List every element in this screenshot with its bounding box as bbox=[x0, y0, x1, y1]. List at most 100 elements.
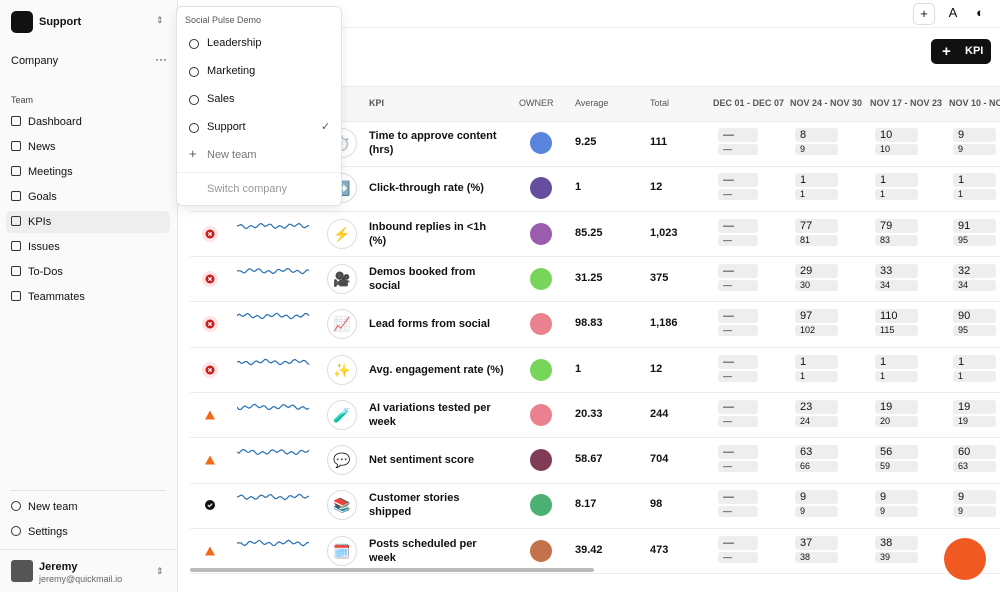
week-value[interactable]: 23 bbox=[795, 399, 838, 414]
nav-item[interactable]: Dashboard bbox=[6, 111, 170, 133]
team-item[interactable]: Leadership bbox=[207, 37, 262, 49]
kpi-name[interactable]: Posts scheduled per week bbox=[369, 537, 477, 564]
new-team[interactable]: New team bbox=[207, 149, 257, 161]
week-value[interactable]: — bbox=[718, 535, 758, 550]
status-icon bbox=[202, 543, 218, 559]
week-value[interactable]: 1 bbox=[953, 354, 996, 369]
week-value[interactable]: — bbox=[718, 128, 758, 142]
week-value[interactable]: 1 bbox=[795, 173, 838, 188]
week-value[interactable]: 33 bbox=[875, 263, 918, 278]
kpi-name[interactable]: Lead forms from social bbox=[369, 318, 491, 331]
week-value[interactable]: 9 bbox=[795, 490, 838, 505]
week-value[interactable]: — bbox=[718, 309, 758, 324]
column-header[interactable]: NOV 24 - NOV 30 bbox=[790, 98, 863, 108]
week-value[interactable]: 77 bbox=[795, 218, 838, 233]
owner-avatar[interactable] bbox=[530, 494, 552, 517]
kpi-name[interactable]: Demos booked from social bbox=[369, 265, 476, 292]
team-item[interactable]: Support bbox=[207, 121, 246, 133]
week-value[interactable]: 37 bbox=[795, 535, 838, 550]
week-value[interactable]: 91 bbox=[953, 218, 996, 233]
week-value[interactable]: 60 bbox=[953, 445, 996, 460]
week-value[interactable]: 90 bbox=[953, 309, 996, 324]
owner-avatar[interactable] bbox=[530, 132, 552, 154]
owner-avatar[interactable] bbox=[530, 358, 552, 381]
kpi-name[interactable]: Click-through rate (%) bbox=[369, 182, 484, 195]
week-value[interactable]: 1 bbox=[953, 173, 996, 188]
week-value[interactable]: 56 bbox=[875, 445, 918, 460]
kpi-name[interactable]: Inbound replies in <1h (%) bbox=[369, 220, 487, 247]
workspace-name[interactable]: Support bbox=[39, 16, 82, 28]
nav-item[interactable]: Meetings bbox=[6, 161, 170, 183]
week-target: 9 bbox=[953, 144, 996, 155]
column-header[interactable]: NOV 10 - NOV 16 bbox=[949, 98, 1000, 108]
scrollbar[interactable] bbox=[190, 568, 594, 572]
week-value[interactable]: — bbox=[718, 399, 758, 414]
owner-avatar[interactable] bbox=[530, 267, 552, 290]
nav-item[interactable]: News bbox=[6, 136, 170, 158]
column-header[interactable]: NOV 17 - NOV 23 bbox=[870, 98, 943, 108]
week-value[interactable]: 1 bbox=[875, 354, 918, 369]
nav-item[interactable]: To-Dos bbox=[6, 261, 170, 283]
week-value[interactable]: — bbox=[718, 490, 758, 505]
week-value[interactable]: 8 bbox=[795, 128, 838, 142]
week-value[interactable]: 9 bbox=[875, 490, 918, 505]
column-header[interactable]: Total bbox=[650, 98, 670, 108]
week-value[interactable]: 1 bbox=[875, 173, 918, 188]
column-header[interactable]: DEC 01 - DEC 07 bbox=[713, 98, 785, 108]
owner-avatar[interactable] bbox=[530, 313, 552, 336]
footer-item[interactable]: Settings bbox=[6, 521, 170, 543]
owner-avatar[interactable] bbox=[530, 222, 552, 245]
team-item[interactable]: Sales bbox=[207, 93, 235, 105]
week-value[interactable]: 19 bbox=[953, 399, 996, 414]
week-value[interactable]: — bbox=[718, 354, 758, 369]
week-value[interactable]: — bbox=[718, 173, 758, 188]
owner-avatar[interactable] bbox=[530, 403, 552, 426]
owner-avatar[interactable] bbox=[530, 177, 552, 200]
chevron[interactable]: ⇕ bbox=[156, 15, 164, 25]
column-header[interactable]: Average bbox=[575, 98, 609, 108]
nav-item[interactable]: Issues bbox=[6, 236, 170, 258]
week-value[interactable]: — bbox=[718, 445, 758, 460]
kpi-name[interactable]: Time to approve content (hrs) bbox=[369, 130, 497, 156]
kpi-name[interactable]: AI variations tested per week bbox=[369, 401, 491, 428]
nav-item[interactable]: Teammates bbox=[6, 286, 170, 308]
week-value[interactable]: 32 bbox=[953, 263, 996, 278]
week-value[interactable]: — bbox=[718, 263, 758, 278]
chevron[interactable]: ⇕ bbox=[156, 566, 164, 576]
add-kpi-button[interactable]: + KPI bbox=[931, 39, 991, 64]
week-value[interactable]: 110 bbox=[875, 309, 918, 324]
column-header[interactable]: OWNER bbox=[519, 98, 554, 108]
translate-button[interactable]: A bbox=[948, 5, 958, 20]
company[interactable]: Company bbox=[11, 55, 59, 67]
week-value[interactable]: 63 bbox=[795, 445, 838, 460]
week-value[interactable]: 38 bbox=[875, 535, 918, 550]
week-value[interactable]: 10 bbox=[875, 128, 918, 142]
week-value[interactable]: 97 bbox=[795, 309, 838, 324]
kpi-name[interactable]: Net sentiment score bbox=[369, 454, 475, 467]
week-value[interactable]: 29 bbox=[795, 263, 838, 278]
owner-avatar[interactable] bbox=[530, 449, 552, 472]
week-value[interactable]: 9 bbox=[953, 490, 996, 505]
user-email: jeremy@quickmail.io bbox=[39, 574, 123, 584]
week-value[interactable]: — bbox=[718, 218, 758, 233]
team-item[interactable]: Marketing bbox=[207, 65, 256, 77]
week-value[interactable]: 19 bbox=[875, 399, 918, 414]
week-value[interactable]: 1 bbox=[795, 354, 838, 369]
add-button[interactable]: + bbox=[913, 3, 935, 25]
total: 98 bbox=[650, 498, 663, 511]
sparkline bbox=[236, 263, 311, 282]
week-value[interactable]: 9 bbox=[953, 128, 996, 142]
nav-item[interactable]: Goals bbox=[6, 186, 170, 208]
chat-button[interactable] bbox=[944, 538, 986, 580]
user-name[interactable]: Jeremy bbox=[39, 561, 78, 573]
kpi-name[interactable]: Customer stories shipped bbox=[369, 492, 460, 519]
column-header[interactable]: KPI bbox=[369, 98, 385, 108]
theme-button[interactable]: ◐ bbox=[976, 5, 984, 20]
kpi-name[interactable]: Avg. engagement rate (%) bbox=[369, 363, 504, 376]
footer-item[interactable]: New team bbox=[6, 496, 170, 518]
switch-company[interactable]: Switch company bbox=[207, 183, 288, 195]
nav-item[interactable]: KPIs bbox=[6, 211, 170, 233]
company-menu[interactable]: ··· bbox=[155, 52, 167, 66]
week-value[interactable]: 79 bbox=[875, 218, 918, 233]
owner-avatar[interactable] bbox=[530, 539, 552, 562]
